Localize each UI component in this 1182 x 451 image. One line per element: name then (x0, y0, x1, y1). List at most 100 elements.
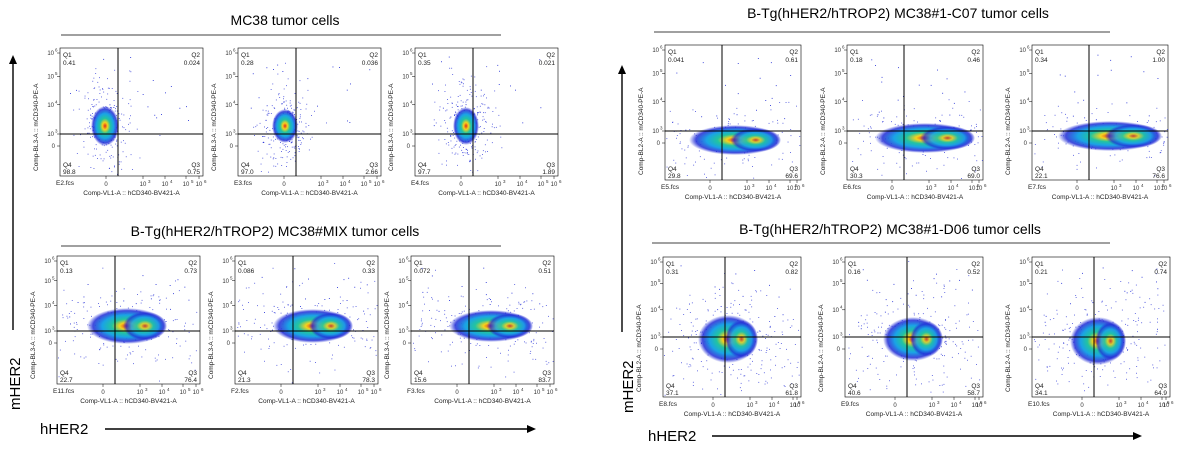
x-tick-label: 0 (279, 390, 283, 396)
event-dot (99, 93, 101, 94)
x-tick-label: 10 (315, 390, 322, 396)
event-dot (972, 321, 974, 322)
event-dot (130, 115, 131, 117)
event-dot (73, 322, 75, 324)
event-dot (185, 322, 186, 324)
event-dot (923, 294, 925, 296)
event-dot (1129, 368, 1131, 370)
density-cloud (920, 126, 975, 150)
event-dot (1154, 175, 1156, 177)
event-dot (269, 345, 270, 347)
event-dot (1082, 272, 1083, 274)
event-dot (268, 338, 269, 340)
event-dot (302, 138, 304, 140)
event-dot (287, 151, 289, 153)
event-dot (129, 80, 131, 82)
event-dot (310, 138, 311, 140)
x-tick-exponent: 3 (148, 179, 151, 184)
y-tick-label: 0 (839, 141, 843, 147)
event-dot (102, 88, 104, 90)
quadrant-q4-label: Q4 (668, 166, 677, 173)
event-dot (418, 335, 420, 337)
event-dot (373, 336, 375, 338)
event-dot (1062, 369, 1063, 371)
quadrant-q3-label: Q3 (546, 162, 555, 169)
x-tick-exponent: 3 (1124, 400, 1127, 405)
event-dot (926, 170, 927, 172)
event-dot (300, 109, 302, 110)
quadrant-q2-value: 0.036 (362, 60, 379, 67)
event-dot (1135, 284, 1137, 286)
event-dot (287, 107, 288, 109)
event-dot (1111, 103, 1113, 105)
y-tick-exponent: 4 (406, 300, 409, 305)
event-dot (1092, 302, 1094, 304)
event-dot (445, 122, 446, 124)
event-dot (264, 126, 265, 128)
event-dot (1075, 297, 1077, 298)
event-dot (1076, 122, 1078, 124)
event-dot (508, 349, 509, 351)
event-dot (262, 136, 264, 137)
quadrant-q3-label: Q3 (191, 162, 200, 169)
event-dot (719, 295, 721, 296)
event-dot (110, 155, 112, 156)
event-dot (114, 110, 116, 112)
event-dot (670, 318, 672, 320)
event-dot (174, 319, 176, 321)
event-dot (1133, 341, 1135, 343)
event-dot (857, 148, 859, 150)
event-dot (285, 62, 286, 64)
event-dot (1059, 74, 1061, 76)
event-dot (1110, 59, 1112, 61)
event-dot (1137, 331, 1138, 333)
event-dot (911, 288, 912, 289)
event-dot (291, 382, 293, 384)
event-dot (1126, 372, 1128, 374)
file-name: E4.fcs (411, 180, 430, 187)
event-dot (690, 349, 692, 351)
event-dot (714, 297, 716, 299)
event-dot (1095, 119, 1097, 121)
event-dot (730, 374, 732, 376)
event-dot (272, 329, 273, 331)
event-dot (305, 298, 306, 300)
event-dot (964, 357, 966, 359)
event-dot (137, 294, 138, 295)
density-cloud (1104, 124, 1162, 148)
event-dot (300, 144, 302, 145)
event-dot (477, 367, 479, 369)
event-dot (542, 347, 544, 349)
event-dot (711, 372, 713, 374)
event-dot (869, 114, 871, 116)
quadrant-q2-value: 0.33 (362, 268, 375, 275)
event-dot (949, 280, 951, 282)
event-dot (475, 96, 477, 98)
event-dot (63, 289, 65, 291)
event-dot (255, 126, 257, 128)
event-dot (961, 178, 962, 179)
event-dot (686, 309, 688, 310)
y-tick-exponent: 4 (55, 99, 58, 104)
event-dot (673, 375, 675, 376)
file-name: E3.fcs (234, 180, 253, 187)
event-dot (482, 150, 484, 152)
event-dot (471, 95, 473, 97)
quadrant-q4-label: Q4 (848, 383, 857, 390)
x-axis-label: Comp-VL1-A :: hCD340-BV421-A (867, 194, 964, 201)
event-dot (1049, 319, 1051, 321)
event-dot (878, 111, 880, 113)
event-dot (282, 301, 284, 303)
event-dot (179, 107, 181, 109)
event-dot (374, 308, 376, 310)
event-dot (109, 104, 111, 106)
event-dot (185, 340, 187, 342)
event-dot (482, 154, 483, 155)
event-dot (943, 372, 945, 374)
event-dot (299, 116, 301, 118)
event-dot (261, 276, 263, 278)
event-dot (1159, 360, 1161, 362)
event-dot (533, 308, 535, 310)
